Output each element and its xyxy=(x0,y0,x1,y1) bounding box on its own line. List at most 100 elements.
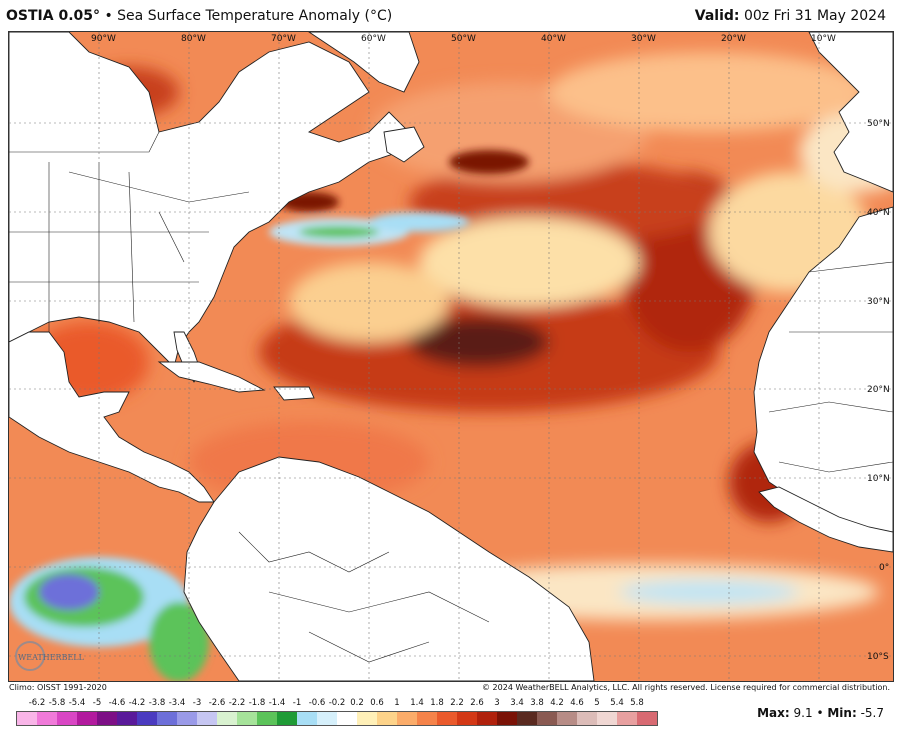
colorbar-swatch xyxy=(417,712,437,725)
lon-label: 50°W xyxy=(451,34,476,44)
colorbar-swatch xyxy=(457,712,477,725)
map-canvas: 90°W 80°W 70°W 60°W 50°W 40°W 30°W 20°W … xyxy=(9,32,893,681)
land xyxy=(9,32,893,681)
colorbar-tick-label: 2.6 xyxy=(470,698,484,708)
colorbar-tick-label: 5.8 xyxy=(630,698,644,708)
lon-label: 80°W xyxy=(181,34,206,44)
colorbar-tick-label: 0.6 xyxy=(370,698,384,708)
min-label: Min: xyxy=(827,706,857,720)
colorbar-tick-label: -1.8 xyxy=(248,698,266,708)
colorbar-tick-label: 1.8 xyxy=(430,698,444,708)
longitude-labels: 90°W 80°W 70°W 60°W 50°W 40°W 30°W 20°W … xyxy=(91,34,836,44)
colorbar-swatch xyxy=(617,712,637,725)
colorbar-swatch xyxy=(177,712,197,725)
colorbar-swatches xyxy=(16,711,658,726)
graticule xyxy=(9,32,893,681)
climo-note: Climo: OISST 1991-2020 xyxy=(9,683,107,692)
product-name: OSTIA 0.05° xyxy=(6,8,100,24)
colorbar-tick-label: 5 xyxy=(594,698,600,708)
gulf-stream-eddies xyxy=(269,150,529,246)
colorbar-swatch xyxy=(337,712,357,725)
colorbar-swatch xyxy=(57,712,77,725)
colorbar-tick-label: -5.4 xyxy=(68,698,86,708)
lon-label: 20°W xyxy=(721,34,746,44)
colorbar-swatch xyxy=(557,712,577,725)
lon-label: 90°W xyxy=(91,34,116,44)
lat-label: 30°N xyxy=(867,297,890,307)
colorbar-tick-label: -3.4 xyxy=(168,698,186,708)
lon-label: 40°W xyxy=(541,34,566,44)
colorbar-swatch xyxy=(257,712,277,725)
colorbar-tick-label: -1 xyxy=(292,698,302,708)
colorbar-swatch xyxy=(477,712,497,725)
hispaniola xyxy=(273,386,315,401)
colorbar-swatch xyxy=(577,712,597,725)
lon-label: 30°W xyxy=(631,34,656,44)
map-title: OSTIA 0.05° • Sea Surface Temperature An… xyxy=(6,8,392,24)
colorbar-swatch xyxy=(17,712,37,725)
valid-label: Valid: xyxy=(694,8,740,24)
colorbar-tick-label: 2.2 xyxy=(450,698,464,708)
footer: Climo: OISST 1991-2020 © 2024 WeatherBEL… xyxy=(0,681,900,695)
colorbar-tick-label: 4.2 xyxy=(550,698,564,708)
colorbar-tick-label: -5.8 xyxy=(48,698,66,708)
colorbar-swatch xyxy=(37,712,57,725)
max-value: 9.1 xyxy=(793,706,813,720)
weatherbell-logo: WEATHERBELL xyxy=(14,640,86,672)
colorbar-swatch xyxy=(157,712,177,725)
colorbar-tick-label: -0.2 xyxy=(328,698,346,708)
colorbar-swatch xyxy=(357,712,377,725)
lon-label: 70°W xyxy=(271,34,296,44)
stats-separator: • xyxy=(816,706,824,720)
colorbar-tick-label: 1 xyxy=(394,698,400,708)
valid-time-value: 00z Fri 31 May 2024 xyxy=(743,8,886,24)
colorbar-tick-label: 3 xyxy=(494,698,500,708)
colorbar-swatch xyxy=(117,712,137,725)
lat-label: 20°N xyxy=(867,385,890,395)
colorbar-tick-label: -0.6 xyxy=(308,698,326,708)
colorbar-tick-label: -5 xyxy=(92,698,102,708)
colorbar-tick-label: -6.2 xyxy=(28,698,46,708)
lat-label: 40°N xyxy=(867,208,890,218)
colorbar-tick-label: -3 xyxy=(192,698,202,708)
colorbar-tick-label: 3.4 xyxy=(510,698,524,708)
colorbar-swatch xyxy=(217,712,237,725)
colorbar-tick-label: 3.8 xyxy=(530,698,544,708)
colorbar-tick-label: -4.6 xyxy=(108,698,126,708)
colorbar-tick-label: 4.6 xyxy=(570,698,584,708)
africa-west xyxy=(758,486,893,553)
min-max-stats: Max: 9.1 • Min: -5.7 xyxy=(757,706,884,720)
colorbar-swatch xyxy=(317,712,337,725)
cuba xyxy=(157,361,266,393)
colorbar-tick-label: -4.2 xyxy=(128,698,146,708)
sst-anomaly-map[interactable]: 90°W 80°W 70°W 60°W 50°W 40°W 30°W 20°W … xyxy=(8,31,894,682)
lon-label: 60°W xyxy=(361,34,386,44)
variable-title: Sea Surface Temperature Anomaly (°C) xyxy=(117,8,393,24)
colorbar-tick-label: -3.8 xyxy=(148,698,166,708)
colorbar-swatch xyxy=(97,712,117,725)
colorbar-tick-label: 5.4 xyxy=(610,698,624,708)
lat-label: 0° xyxy=(879,563,889,573)
colorbar-swatch xyxy=(137,712,157,725)
colorbar-swatch xyxy=(437,712,457,725)
valid-time: Valid: 00z Fri 31 May 2024 xyxy=(695,8,886,24)
colorbar-swatch xyxy=(237,712,257,725)
colorbar-swatch xyxy=(377,712,397,725)
europe xyxy=(808,32,893,193)
colorbar-tick-label: -2.6 xyxy=(208,698,226,708)
header: OSTIA 0.05° • Sea Surface Temperature An… xyxy=(0,0,900,30)
colorbar: -6.2 -5.8 -5.4 -5 -4.6 -4.2 -3.8 -3.4 -3 -2.6 -2.2… xyxy=(6,698,666,734)
max-label: Max: xyxy=(757,706,790,720)
labrador xyxy=(308,32,420,93)
title-separator: • xyxy=(104,8,113,24)
newfoundland xyxy=(383,126,425,163)
colorbar-swatch xyxy=(637,712,657,725)
logo-text: WEATHERBELL xyxy=(18,653,85,662)
colorbar-swatch xyxy=(277,712,297,725)
colorbar-swatch xyxy=(197,712,217,725)
lon-label: 10°W xyxy=(811,34,836,44)
colorbar-swatch xyxy=(537,712,557,725)
colorbar-tick-label: 0.2 xyxy=(350,698,364,708)
lat-label: 50°N xyxy=(867,119,890,129)
colorbar-swatch xyxy=(397,712,417,725)
